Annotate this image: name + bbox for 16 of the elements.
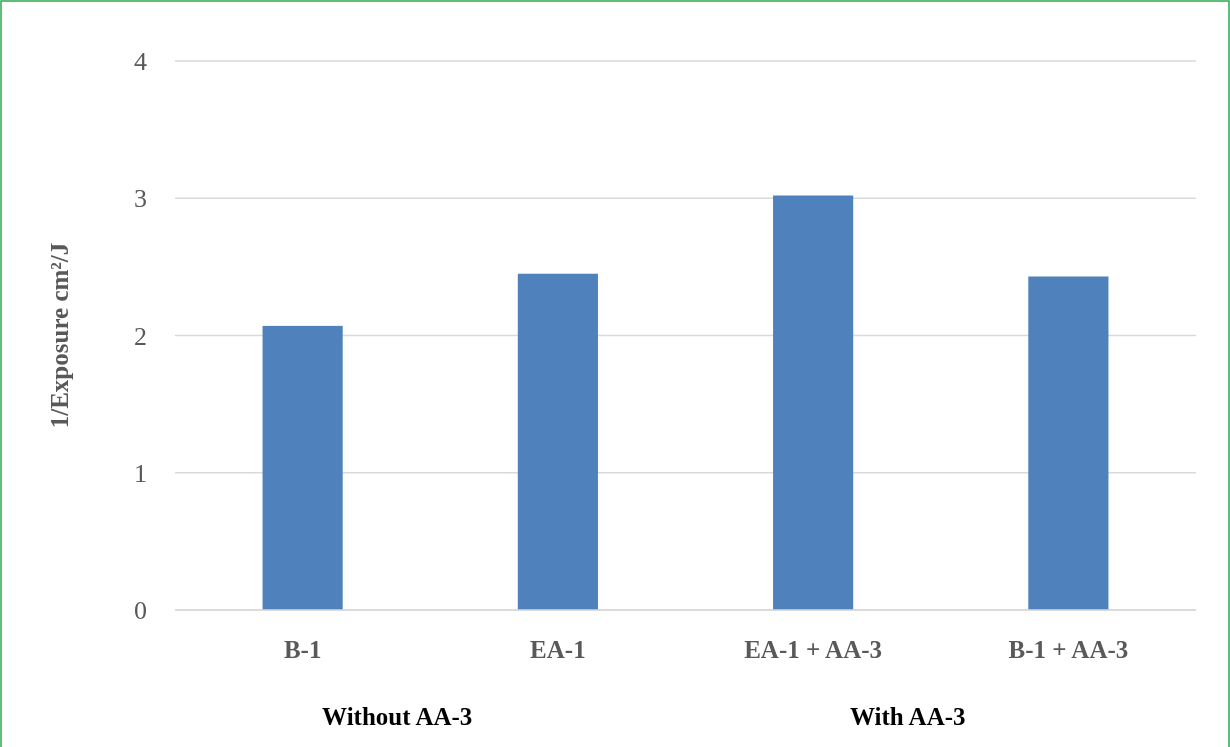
text: Without AA-3 bbox=[322, 703, 473, 730]
y-axis-title: 1/Exposure cm²/J bbox=[46, 242, 73, 429]
bar bbox=[517, 273, 598, 610]
text: With AA-3 bbox=[849, 703, 966, 730]
y-tick-label: 4 bbox=[134, 47, 147, 77]
x-tick-label: EA-1 bbox=[530, 636, 586, 663]
bar bbox=[773, 195, 854, 610]
x-tick-label: B-1 + AA-3 bbox=[1008, 636, 1129, 663]
y-tick-label: 1 bbox=[134, 458, 147, 488]
bar bbox=[262, 325, 343, 610]
x-tick-label: EA-1 + AA-3 bbox=[744, 636, 883, 663]
y-tick-label: 3 bbox=[134, 184, 147, 214]
x-tick-label: B-1 bbox=[283, 636, 322, 663]
y-tick-label: 2 bbox=[134, 321, 147, 351]
y-tick-label: 0 bbox=[134, 596, 147, 626]
bar bbox=[1028, 276, 1109, 610]
